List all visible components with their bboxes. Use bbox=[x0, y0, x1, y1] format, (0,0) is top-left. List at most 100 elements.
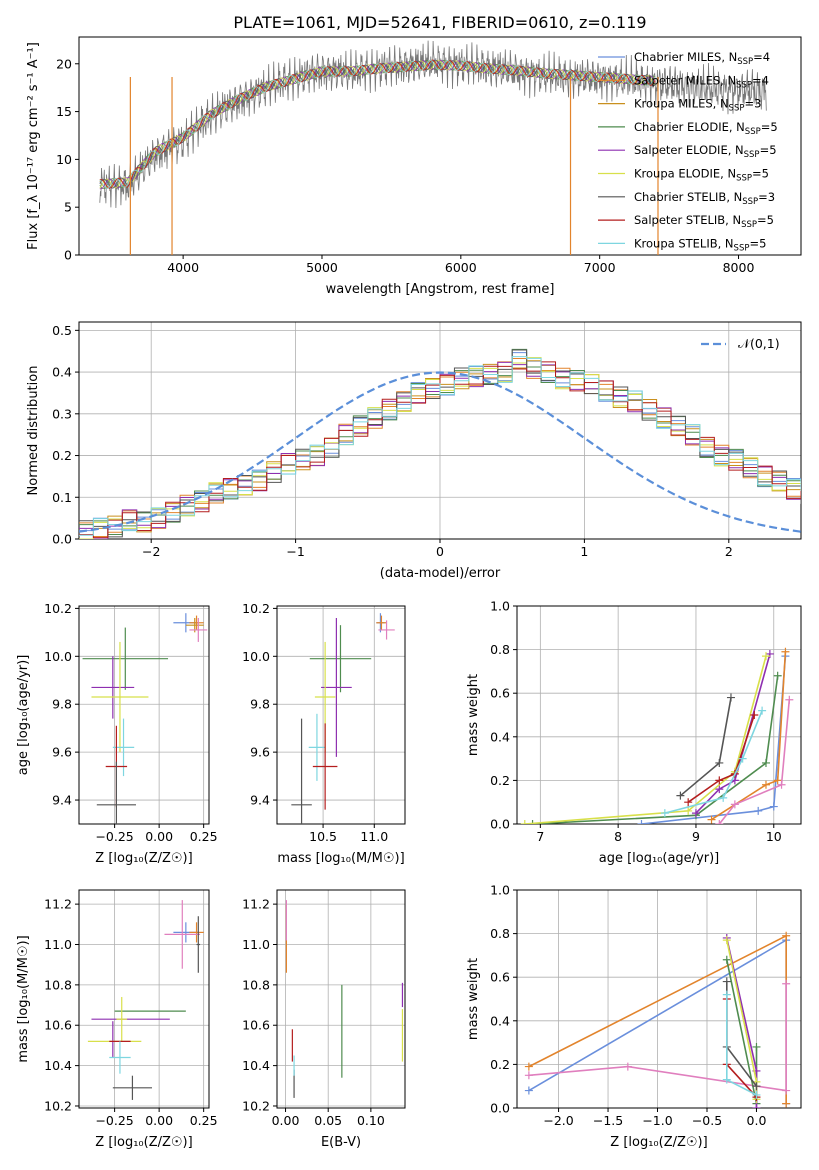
errorbar-point bbox=[91, 656, 135, 719]
age_vs_mass-plot-area bbox=[291, 613, 395, 824]
y-tick-label: 11.2 bbox=[242, 897, 270, 912]
marker-plus bbox=[782, 931, 791, 940]
errorbar-point bbox=[308, 713, 326, 781]
spectrum-legend: Chabrier MILES, NSSP=4 Salpeter MILES, NS… bbox=[598, 50, 778, 253]
y-tick-label: 0.6 bbox=[490, 686, 510, 701]
errorbar-point bbox=[82, 627, 169, 690]
errorbar-point bbox=[378, 620, 395, 640]
marker-plus bbox=[528, 820, 537, 824]
spectrum-axes: 4000 5000 6000 7000 8000 0 5 10 15 20 wavelength [… bbox=[26, 36, 802, 297]
y-tick-label: 0.2 bbox=[490, 773, 510, 788]
marker-plus bbox=[684, 806, 693, 815]
marker-plus bbox=[524, 1086, 533, 1095]
x-tick-label: 0.25 bbox=[190, 829, 218, 844]
y-tick-label: 10.8 bbox=[44, 977, 72, 992]
errorbar-point bbox=[321, 617, 352, 757]
y-tick-label: 0.4 bbox=[490, 1013, 510, 1028]
mass-weight-line bbox=[664, 710, 763, 814]
errorbar-point bbox=[112, 1075, 153, 1100]
y-tick-label: 9.6 bbox=[250, 745, 270, 760]
x-tick-label: 10 bbox=[766, 829, 782, 844]
legend-entry: Salpeter STELIB, NSSP=5 bbox=[634, 213, 774, 230]
y-tick-label: 10 bbox=[56, 152, 72, 167]
y-tick-label: 10.0 bbox=[242, 649, 270, 664]
y-tick-label: 0.4 bbox=[52, 365, 72, 380]
model-line bbox=[99, 59, 656, 189]
x-tick-label: 0.00 bbox=[145, 1113, 173, 1128]
x-tick-label: 1 bbox=[580, 544, 588, 559]
age_vs_Z-frame bbox=[78, 605, 210, 825]
mass_vs_EBV-xlabel: E(B-V) bbox=[321, 1135, 361, 1150]
y-tick-label: 10.6 bbox=[242, 1018, 270, 1033]
y-tick-label: 0.3 bbox=[52, 406, 72, 421]
x-tick-label: 11.0 bbox=[360, 829, 388, 844]
x-tick-label: 9 bbox=[692, 829, 700, 844]
spectrum-plot-area bbox=[99, 40, 767, 255]
marker-plus bbox=[773, 776, 782, 785]
legend-entry: 𝒩(0,1) bbox=[738, 336, 780, 351]
mass_weight_vs_Z-plot-area bbox=[524, 931, 791, 1108]
marker-plus bbox=[722, 955, 731, 964]
y-tick-label: 0.2 bbox=[490, 1057, 510, 1072]
x-tick-label: −1.0 bbox=[642, 1113, 672, 1128]
marker-plus bbox=[785, 695, 794, 704]
model-line bbox=[99, 59, 656, 189]
y-tick-label: 5 bbox=[64, 200, 72, 215]
marker-plus bbox=[730, 800, 739, 809]
mass_vs_Z-frame bbox=[78, 889, 210, 1109]
y-tick-label: 11.2 bbox=[44, 897, 72, 912]
marker-plus bbox=[726, 693, 735, 702]
errorbar-point bbox=[291, 718, 312, 824]
y-tick-label: 0.0 bbox=[52, 532, 72, 547]
y-tick-label: 0.0 bbox=[490, 817, 510, 832]
errorbar-point bbox=[196, 916, 201, 973]
mass_vs_EBV-plot-area bbox=[285, 900, 404, 1098]
histogram-step bbox=[79, 361, 801, 539]
normal-curve bbox=[79, 371, 801, 533]
x-tick-label: −1 bbox=[286, 544, 304, 559]
y-tick-label: 1.0 bbox=[490, 599, 510, 614]
y-tick-label: 10.4 bbox=[242, 1058, 270, 1073]
marker-plus bbox=[715, 820, 724, 824]
legend-entry: Kroupa STELIB, NSSP=5 bbox=[634, 236, 766, 253]
marker-plus bbox=[782, 1099, 791, 1108]
x-tick-label: 0.00 bbox=[145, 829, 173, 844]
marker-plus bbox=[715, 776, 724, 785]
x-tick-label: 5000 bbox=[306, 260, 338, 275]
errorbar-point bbox=[189, 615, 204, 630]
mass_vs_Z-axes: −0.25 0.00 0.25 10.2 10.4 10.6 10.8 11.0 11.2 Z [… bbox=[16, 889, 218, 1150]
data-spectrum-line bbox=[99, 40, 767, 209]
model-line bbox=[99, 59, 656, 189]
y-tick-label: 0.0 bbox=[490, 1101, 510, 1116]
marker-plus bbox=[769, 802, 778, 811]
mass-weight-line bbox=[528, 983, 788, 1092]
errorbar-point bbox=[189, 922, 204, 943]
x-tick-label: 10.5 bbox=[309, 829, 337, 844]
marker-plus bbox=[773, 671, 782, 680]
y-tick-label: 10.2 bbox=[242, 601, 270, 616]
marker-plus bbox=[722, 977, 731, 986]
mass_weight_vs_age-plot-area bbox=[520, 647, 794, 824]
y-tick-label: 1.0 bbox=[490, 883, 510, 898]
y-tick-label: 20 bbox=[56, 56, 72, 71]
x-tick-label: 0.10 bbox=[357, 1113, 385, 1128]
y-tick-label: 10.2 bbox=[242, 1098, 270, 1113]
age_vs_Z-axes: −0.25 0.00 0.25 9.4 9.6 9.8 10.0 10.2 Z [log₁₀(Z… bbox=[16, 601, 218, 866]
marker-plus bbox=[684, 798, 693, 807]
marker-plus bbox=[752, 1090, 761, 1099]
figure-title: PLATE=1061, MJD=52641, FIBERID=0610, z=0… bbox=[233, 13, 646, 32]
marker-plus bbox=[781, 647, 790, 656]
y-tick-label: 0.6 bbox=[490, 970, 510, 985]
mass_weight_vs_Z-axes: −2.0 −1.5 −1.0 −0.5 0.0 0.0 0.2 0.4 0.6 0.8 1.0 Z [… bbox=[466, 883, 802, 1150]
marker-plus bbox=[524, 1071, 533, 1080]
x-tick-label: 7 bbox=[536, 829, 544, 844]
marker-plus bbox=[782, 1086, 791, 1095]
x-tick-label: 8 bbox=[614, 829, 622, 844]
marker-plus bbox=[777, 780, 786, 789]
age_vs_mass-axes: 10.5 11.0 9.4 9.6 9.8 10.0 10.2 mass [log₁₀(M/M… bbox=[242, 601, 406, 866]
x-tick-label: −2 bbox=[142, 544, 160, 559]
marker-plus bbox=[752, 1104, 761, 1108]
age_vs_mass-xlabel: mass [log₁₀(M/M☉)] bbox=[277, 851, 404, 866]
y-tick-label: 0 bbox=[64, 248, 72, 263]
marker-plus bbox=[752, 1082, 761, 1091]
